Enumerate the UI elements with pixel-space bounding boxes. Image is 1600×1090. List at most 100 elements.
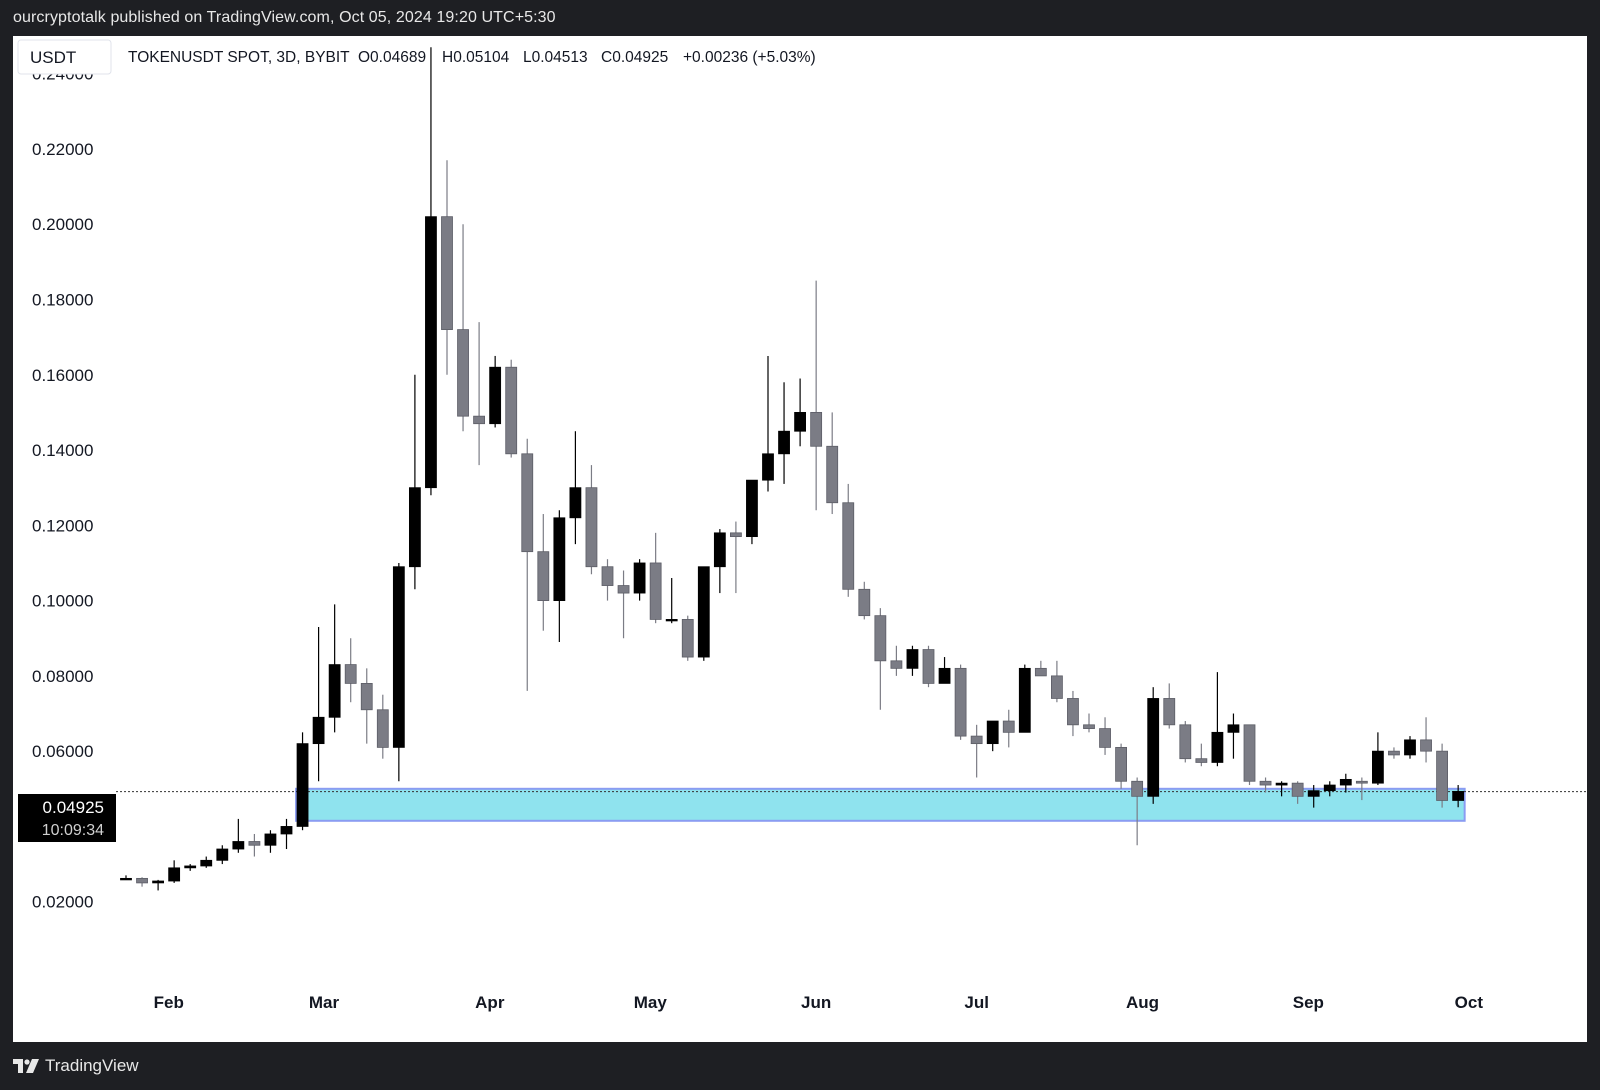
candle[interactable] — [376, 694, 389, 759]
candle[interactable] — [216, 845, 229, 865]
candle[interactable] — [489, 355, 502, 428]
candle[interactable] — [938, 657, 951, 684]
candle[interactable] — [1388, 747, 1400, 759]
candle[interactable] — [441, 160, 453, 375]
candle[interactable] — [1179, 721, 1192, 763]
currency-button[interactable]: USDT — [17, 39, 112, 75]
candle[interactable] — [521, 438, 534, 691]
candle[interactable] — [954, 664, 967, 740]
candle[interactable] — [826, 412, 839, 515]
candle[interactable] — [553, 510, 566, 643]
candle[interactable] — [569, 431, 582, 545]
candle[interactable] — [874, 608, 887, 710]
candle[interactable] — [601, 559, 614, 601]
candle[interactable] — [1339, 773, 1352, 793]
tradingview-logo-icon — [13, 1059, 39, 1073]
x-tick-label: Feb — [154, 993, 184, 1012]
price-axis[interactable]: 0.020000.040000.060000.080000.100000.120… — [32, 65, 93, 912]
candle[interactable] — [649, 532, 662, 624]
candle[interactable] — [810, 280, 823, 511]
candle[interactable] — [1211, 672, 1224, 767]
candle[interactable] — [1291, 781, 1304, 804]
candle[interactable] — [408, 374, 421, 590]
candle[interactable] — [585, 465, 598, 575]
candle[interactable] — [842, 483, 855, 597]
candle-body — [649, 562, 662, 620]
candle[interactable] — [344, 638, 357, 703]
candle[interactable] — [1275, 781, 1288, 797]
footer-brand-label: TradingView — [45, 1056, 139, 1075]
candle[interactable] — [617, 570, 630, 639]
candle[interactable] — [168, 860, 181, 883]
candle[interactable] — [136, 877, 148, 887]
candle[interactable] — [1420, 717, 1432, 763]
candle-body — [264, 833, 277, 846]
time-axis[interactable]: Feb Mar Apr May Jun Jul Aug Sep Oct — [154, 993, 1484, 1012]
candle[interactable] — [681, 615, 694, 661]
candle-body — [1339, 778, 1352, 786]
candle[interactable] — [906, 645, 919, 676]
candle[interactable] — [537, 514, 550, 631]
candle[interactable] — [1131, 777, 1144, 846]
candle[interactable] — [1404, 736, 1416, 759]
candle[interactable] — [232, 818, 245, 853]
candle[interactable] — [778, 382, 790, 484]
candle[interactable] — [970, 724, 983, 778]
candle[interactable] — [1323, 781, 1336, 797]
candle[interactable] — [200, 856, 213, 868]
candle[interactable] — [1002, 709, 1015, 748]
candle[interactable] — [890, 645, 903, 676]
candle[interactable] — [457, 224, 469, 432]
chart-panel[interactable]: 0.020000.040000.060000.080000.100000.120… — [13, 36, 1587, 1042]
candle[interactable] — [1034, 660, 1047, 677]
candle[interactable] — [922, 645, 935, 688]
candle[interactable] — [1067, 690, 1079, 737]
candle[interactable] — [328, 604, 341, 733]
candle[interactable] — [1147, 687, 1160, 804]
candle[interactable] — [392, 562, 405, 782]
candle[interactable] — [184, 864, 197, 871]
candle[interactable] — [152, 879, 165, 891]
candle[interactable] — [1163, 683, 1176, 729]
candle[interactable] — [1355, 777, 1368, 801]
candle-body — [1243, 724, 1256, 782]
candle-body — [1420, 739, 1432, 752]
candle[interactable] — [360, 668, 373, 744]
candle[interactable] — [505, 359, 518, 458]
candle[interactable] — [1372, 732, 1384, 786]
candle[interactable] — [425, 47, 437, 496]
candle[interactable] — [248, 833, 261, 857]
candle[interactable] — [794, 378, 806, 447]
candle[interactable] — [1227, 713, 1240, 759]
candle[interactable] — [120, 875, 132, 881]
candle[interactable] — [665, 578, 678, 624]
candle[interactable] — [296, 732, 309, 831]
tradingview-footer[interactable]: TradingView — [13, 1056, 139, 1076]
candle[interactable] — [1018, 664, 1031, 733]
candle[interactable] — [986, 720, 999, 752]
candle[interactable] — [730, 521, 742, 594]
candle[interactable] — [1259, 777, 1272, 793]
candle-body — [296, 743, 309, 827]
candlestick-chart[interactable]: 0.020000.040000.060000.080000.100000.120… — [13, 36, 1587, 1042]
candle[interactable] — [264, 830, 277, 853]
candle[interactable] — [762, 355, 774, 492]
support-zone[interactable] — [295, 787, 1466, 822]
candle[interactable] — [312, 626, 325, 782]
candle[interactable] — [473, 322, 486, 466]
candle[interactable] — [1436, 743, 1448, 808]
candle[interactable] — [1115, 743, 1127, 789]
candle[interactable] — [1243, 724, 1256, 786]
candle[interactable] — [1307, 785, 1320, 808]
candle[interactable] — [633, 559, 646, 601]
candle[interactable] — [1083, 713, 1095, 733]
candle[interactable] — [1051, 660, 1063, 703]
candle[interactable] — [858, 581, 871, 620]
candle[interactable] — [1452, 785, 1465, 808]
candle[interactable] — [280, 818, 293, 850]
candle[interactable] — [1195, 743, 1208, 767]
candle[interactable] — [746, 479, 758, 545]
candle[interactable] — [713, 529, 726, 594]
candle[interactable] — [697, 566, 710, 661]
candle[interactable] — [1099, 717, 1111, 755]
